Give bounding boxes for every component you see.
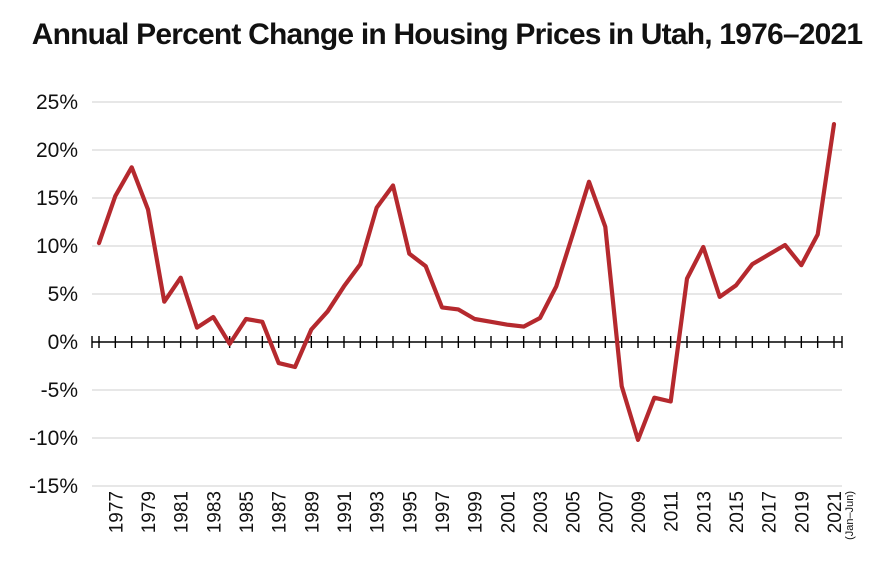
data-point bbox=[604, 225, 607, 228]
data-point bbox=[489, 320, 493, 324]
data-point bbox=[832, 122, 836, 126]
data-point bbox=[375, 206, 378, 209]
y-tick-label: -15% bbox=[29, 475, 78, 498]
data-point bbox=[538, 316, 542, 320]
data-point bbox=[408, 252, 411, 255]
x-tick-label: 2019 bbox=[792, 491, 813, 533]
data-point bbox=[277, 361, 280, 365]
data-point bbox=[734, 284, 738, 287]
x-tick-note: (Jan–Jun) bbox=[844, 491, 856, 540]
y-tick-label: 20% bbox=[36, 139, 78, 162]
x-tick-label: 1995 bbox=[400, 491, 421, 533]
data-point bbox=[702, 245, 705, 249]
data-point bbox=[179, 276, 182, 279]
data-point bbox=[457, 308, 460, 311]
y-tick-label: 25% bbox=[36, 91, 78, 114]
x-tick-label: 1991 bbox=[335, 491, 356, 533]
y-tick-label: 10% bbox=[36, 235, 78, 258]
data-point bbox=[816, 233, 819, 236]
x-tick-label: 1979 bbox=[139, 491, 160, 533]
data-point bbox=[130, 166, 133, 169]
data-point bbox=[326, 310, 329, 313]
data-point bbox=[473, 317, 476, 321]
x-tick-label: 1985 bbox=[237, 491, 258, 533]
data-point bbox=[555, 285, 558, 288]
series-layer bbox=[96, 121, 837, 442]
x-tick-label: 1997 bbox=[433, 491, 454, 533]
data-point bbox=[146, 208, 150, 211]
y-tick-label: 0% bbox=[48, 331, 78, 354]
x-tick-label: 2013 bbox=[694, 491, 715, 533]
data-point bbox=[669, 400, 672, 403]
data-point bbox=[800, 264, 803, 267]
x-tick-label: 1999 bbox=[466, 491, 487, 533]
chart-title: Annual Percent Change in Housing Prices … bbox=[31, 18, 863, 51]
data-point bbox=[342, 285, 346, 288]
x-axis bbox=[91, 336, 843, 348]
x-tick-label: 1981 bbox=[172, 491, 193, 533]
x-tick-label: 2017 bbox=[760, 491, 781, 533]
y-tick-label: -10% bbox=[29, 427, 78, 450]
x-tick-label: 2007 bbox=[596, 491, 617, 533]
data-point bbox=[718, 295, 721, 299]
x-axis-tick-labels: 1977 1979 1981 1983 1985 1987 1989 1991 1993 1995… bbox=[106, 491, 856, 540]
data-point bbox=[571, 233, 574, 236]
data-point bbox=[228, 342, 231, 346]
data-point bbox=[97, 241, 101, 245]
y-tick-label: 5% bbox=[48, 283, 78, 306]
x-tick-label: 1993 bbox=[368, 491, 389, 533]
data-point bbox=[244, 317, 248, 321]
data-point bbox=[587, 180, 591, 183]
x-tick-label: 1989 bbox=[302, 491, 323, 533]
data-point bbox=[212, 315, 215, 319]
data-point bbox=[685, 277, 689, 280]
data-point bbox=[636, 438, 640, 442]
x-tick-label: 1983 bbox=[204, 491, 225, 533]
x-tick-label: 2005 bbox=[564, 491, 585, 533]
data-point bbox=[751, 263, 754, 266]
data-point bbox=[653, 396, 656, 399]
data-point bbox=[163, 300, 166, 303]
data-point bbox=[359, 263, 362, 266]
data-point bbox=[440, 306, 444, 309]
data-point bbox=[424, 264, 427, 268]
data-point bbox=[114, 194, 117, 198]
series-line bbox=[96, 121, 837, 442]
y-tick-label: -5% bbox=[41, 379, 78, 402]
x-tick-label: 2021 bbox=[825, 491, 846, 533]
grid-lines bbox=[92, 101, 842, 487]
x-tick-label: 1987 bbox=[270, 491, 291, 533]
y-tick-label: 15% bbox=[36, 187, 78, 210]
x-tick-label: 2001 bbox=[498, 491, 519, 533]
data-point bbox=[261, 320, 264, 324]
x-tick-label: 2009 bbox=[629, 491, 650, 533]
x-tick-label: 1977 bbox=[106, 491, 127, 533]
data-point bbox=[310, 328, 313, 331]
data-point bbox=[293, 365, 297, 369]
data-point bbox=[506, 323, 509, 326]
data-point bbox=[783, 243, 787, 247]
y-axis-tick-labels: -15% -10% -5% 0% 5% 10% 15% 20% 25% bbox=[29, 91, 78, 498]
data-point bbox=[391, 184, 395, 187]
data-point bbox=[195, 326, 199, 329]
x-tick-label: 2015 bbox=[727, 491, 748, 533]
x-tick-label: 2003 bbox=[531, 491, 552, 533]
data-point bbox=[522, 325, 525, 328]
x-tick-label: 2011 bbox=[662, 491, 683, 532]
data-point bbox=[767, 253, 770, 256]
data-point bbox=[620, 384, 623, 388]
